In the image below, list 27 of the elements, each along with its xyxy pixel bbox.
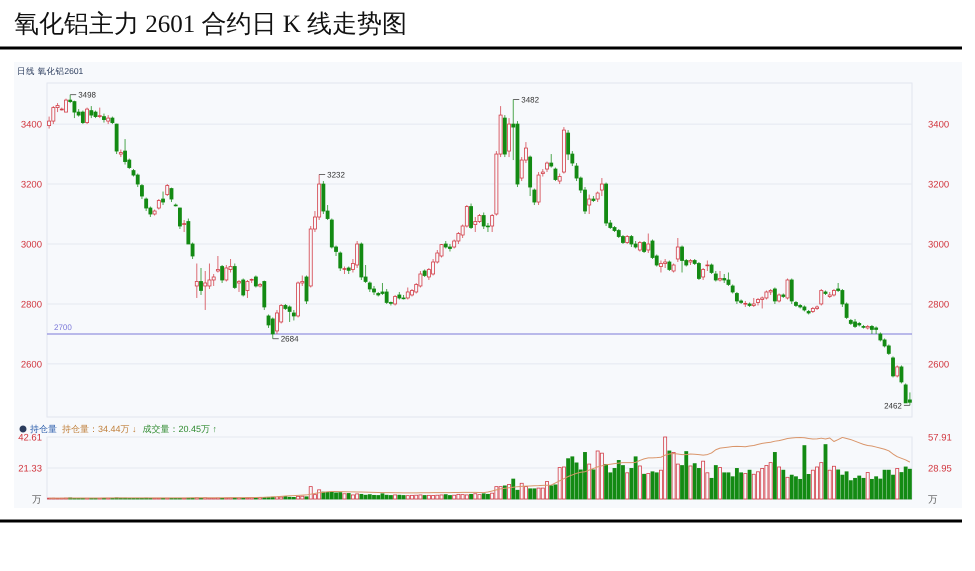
y2-tick-label: 3400 xyxy=(928,120,950,131)
y-tick-label: 21.33 xyxy=(18,463,42,474)
annotation: 3232 xyxy=(327,170,346,180)
y-tick-label: 2800 xyxy=(20,299,42,310)
ref-line-label: 2700 xyxy=(54,322,72,332)
text: 持仓量：34.44万 ↓ xyxy=(62,424,137,434)
chart-subtitle: 日线 氧化铝2601 xyxy=(17,66,84,76)
y2-tick-label: 57.91 xyxy=(928,432,952,444)
text: 成交量：20.45万 ↑ xyxy=(142,424,218,434)
annotation: 2684 xyxy=(280,334,300,344)
y2-tick-label: 3200 xyxy=(928,180,950,191)
annotation: 3482 xyxy=(521,95,540,104)
y2-tick-label: 2800 xyxy=(928,299,950,310)
y-tick-label: 2600 xyxy=(20,359,42,370)
y-tick-label: 3000 xyxy=(20,240,42,251)
y-tick-label: 42.61 xyxy=(18,432,42,444)
annotation: 3498 xyxy=(78,90,97,100)
y2-tick-label: 28.95 xyxy=(928,464,952,475)
y-tick-label: 3200 xyxy=(20,180,42,191)
annotation: 2462 xyxy=(884,401,902,410)
y-tick-label: 万 xyxy=(32,494,42,506)
y-tick-label: 3400 xyxy=(20,120,42,131)
y2-tick-label: 2600 xyxy=(928,359,950,370)
y2-tick-label: 3000 xyxy=(928,240,950,251)
chart-title: 持仓量 xyxy=(30,424,57,434)
chart-title: 氧化铝主力 2601 合约日 K 线走势图 xyxy=(14,10,408,38)
y2-tick-label: 万 xyxy=(928,494,938,506)
